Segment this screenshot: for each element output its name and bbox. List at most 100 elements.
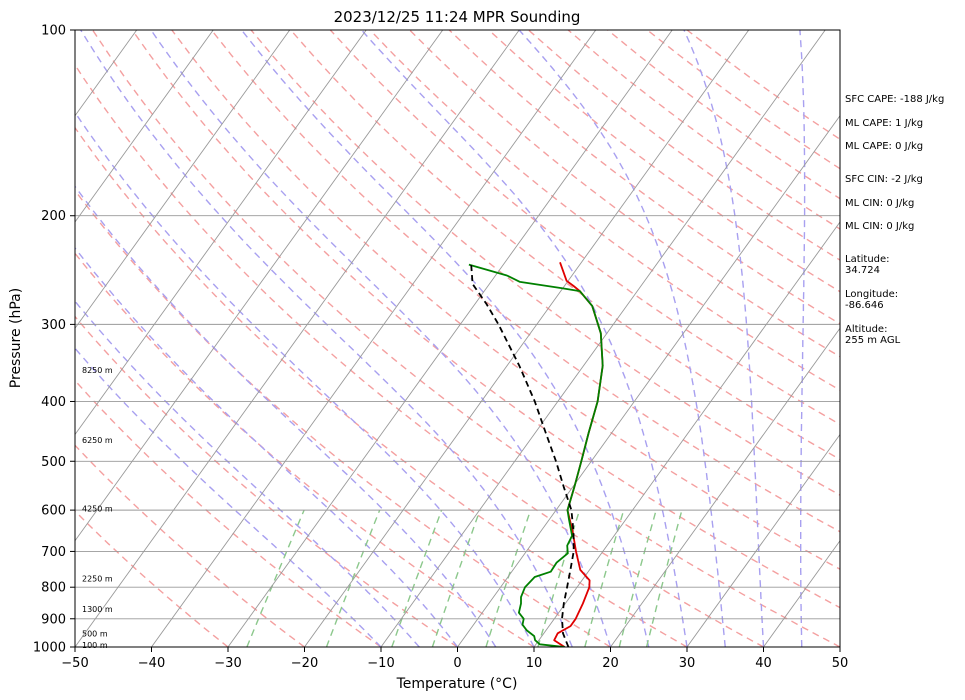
- height-labels: 100 m 500 m 1300 m 2250 m 4250 m 6250 m 8250 m: [82, 366, 113, 650]
- x-tick-label: 0: [453, 656, 461, 671]
- isotherm-line: [686, 433, 840, 647]
- height-label: 1300 m: [82, 605, 113, 614]
- moist-adiabat-line: [683, 30, 765, 647]
- y-tick-label: 500: [41, 455, 66, 470]
- isotherm-line: [610, 327, 840, 647]
- sounding-series: [468, 261, 604, 647]
- index-label: Altitude: 255 m AGL: [845, 324, 901, 346]
- index-label-line: 255 m AGL: [845, 335, 901, 346]
- isotherm-line: [304, 30, 750, 647]
- moist-adiabat-line: [75, 300, 420, 647]
- index-label: ML CIN: 0 J/kg: [845, 221, 914, 232]
- index-label-line: SFC CIN: -2 J/kg: [845, 174, 923, 185]
- moist-adiabat-line: [241, 30, 650, 647]
- y-tick-label: 1000: [33, 641, 66, 656]
- sounding-indices: SFC CAPE: -188 J/kg ML CAPE: 1 J/kg ML CAP…: [845, 94, 944, 346]
- x-tick-label: 10: [526, 656, 543, 671]
- moist-adiabat-line: [75, 347, 382, 647]
- x-tick-label: 50: [832, 656, 849, 671]
- y-tick-label: 600: [41, 504, 66, 519]
- x-tick-label: −50: [61, 656, 88, 671]
- y-axis-ticks: 1000 900 800 700 600 500 400 300 200 100: [33, 24, 75, 656]
- index-label-line: ML CIN: 0 J/kg: [845, 198, 914, 209]
- y-tick-label: 200: [41, 209, 66, 224]
- dry-adiabat-line: [171, 30, 840, 570]
- height-label: 6250 m: [82, 436, 113, 445]
- dry-adiabat-line: [75, 252, 535, 647]
- index-label: ML CAPE: 0 J/kg: [845, 141, 923, 152]
- index-label-line: ML CAPE: 0 J/kg: [845, 141, 923, 152]
- x-axis-ticks: −50 −40 −30 −20 −10 0 10 20 30 40 50: [61, 647, 848, 671]
- x-tick-label: 20: [602, 656, 619, 671]
- x-tick-label: −10: [367, 656, 394, 671]
- index-label-line: ML CAPE: 1 J/kg: [845, 118, 923, 129]
- isotherm-line: [75, 30, 367, 436]
- dry-adiabat-line: [686, 30, 840, 141]
- dry-adiabat-line: [75, 315, 458, 647]
- y-axis-label: Pressure (hPa): [8, 288, 24, 388]
- index-label-line: Latitude:: [845, 254, 890, 265]
- index-label: Latitude: 34.724: [845, 254, 890, 276]
- moist-adiabat-line: [799, 30, 806, 647]
- index-label-line: 34.724: [845, 265, 880, 276]
- dry-adiabat-line: [210, 30, 840, 533]
- isotherm-line: [380, 30, 826, 647]
- moist-adiabat-line: [518, 30, 726, 647]
- height-label: 2250 m: [82, 575, 113, 584]
- dry-adiabat-line: [75, 63, 764, 647]
- x-tick-label: −40: [138, 656, 165, 671]
- mixing-ratio-line: [325, 509, 381, 647]
- isotherm-line: [75, 30, 214, 223]
- index-label-line: Longitude:: [845, 289, 898, 300]
- mixing-ratio-line: [246, 509, 305, 647]
- index-label-line: -86.646: [845, 300, 884, 311]
- y-tick-label: 300: [41, 318, 66, 333]
- y-tick-label: 900: [41, 612, 66, 627]
- isotherm-line: [763, 539, 840, 647]
- height-label: 100 m: [82, 641, 108, 650]
- dry-adiabat-line: [369, 30, 840, 391]
- moist-adiabat-line: [80, 30, 573, 647]
- x-tick-label: 30: [679, 656, 696, 671]
- isotherm-line: [75, 30, 444, 542]
- index-label-line: ML CIN: 0 J/kg: [845, 221, 914, 232]
- mixing-ratio-line: [431, 509, 481, 647]
- dry-adiabat-line: [75, 510, 229, 647]
- background-lines: [75, 30, 840, 647]
- dry-adiabat-line: [131, 30, 840, 609]
- isotherm-line: [227, 30, 673, 647]
- index-label-line: SFC CAPE: -188 J/kg: [845, 94, 944, 105]
- temperature-line: [553, 261, 604, 647]
- isotherm-line: [457, 114, 840, 647]
- moist-adiabat-line: [150, 30, 612, 647]
- isotherm-line: [533, 221, 840, 647]
- isotherm-line: [75, 30, 291, 330]
- moist-adiabat-line: [75, 111, 535, 647]
- x-axis-label: Temperature (°C): [396, 676, 518, 692]
- moist-adiabat-line: [75, 185, 497, 647]
- moist-adiabat-line: [75, 246, 459, 647]
- dry-adiabat-line: [75, 126, 688, 647]
- dry-adiabat-line: [409, 30, 840, 358]
- dry-adiabat-line: [329, 30, 840, 426]
- index-label: SFC CIN: -2 J/kg: [845, 174, 923, 185]
- x-tick-label: −20: [291, 656, 318, 671]
- y-tick-label: 100: [41, 24, 66, 39]
- x-tick-label: −30: [214, 656, 241, 671]
- height-label: 8250 m: [82, 366, 113, 375]
- dry-adiabat-line: [75, 189, 611, 647]
- index-label: ML CIN: 0 J/kg: [845, 198, 914, 209]
- y-tick-label: 800: [41, 581, 66, 596]
- y-tick-label: 700: [41, 545, 66, 560]
- parcel-line: [470, 264, 575, 647]
- dry-adiabat-line: [448, 30, 840, 325]
- dry-adiabat-line: [75, 379, 382, 647]
- dewpoint-line: [468, 263, 604, 647]
- y-tick-label: 400: [41, 395, 66, 410]
- height-label: 500 m: [82, 629, 108, 638]
- moist-adiabat-line: [360, 30, 688, 647]
- chart-title: 2023/12/25 11:24 MPR Sounding: [334, 8, 581, 26]
- index-label-line: Altitude:: [845, 324, 887, 335]
- isotherm-line: [75, 30, 520, 647]
